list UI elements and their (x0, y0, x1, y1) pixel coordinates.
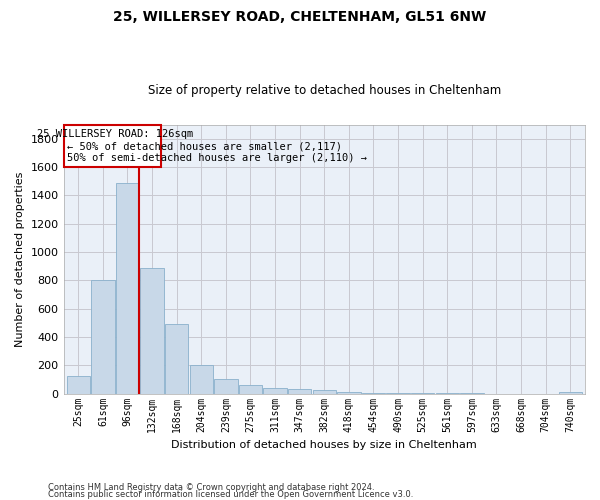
Bar (313, 390, 336, 394)
Bar (165, 324, 188, 394)
Bar (140, 268, 164, 394)
Text: 25, WILLERSEY ROAD, CHELTENHAM, GL51 6NW: 25, WILLERSEY ROAD, CHELTENHAM, GL51 6NW (113, 10, 487, 24)
Bar (239, 385, 262, 394)
Y-axis label: Number of detached properties: Number of detached properties (15, 172, 25, 347)
Bar (362, 393, 385, 394)
Bar (190, 364, 213, 394)
Bar (288, 389, 311, 394)
Text: Contains public sector information licensed under the Open Government Licence v3: Contains public sector information licen… (48, 490, 413, 499)
Text: 25 WILLERSEY ROAD: 126sqm: 25 WILLERSEY ROAD: 126sqm (37, 130, 193, 140)
Text: 50% of semi-detached houses are larger (2,110) →: 50% of semi-detached houses are larger (… (67, 153, 367, 163)
Bar (263, 388, 287, 394)
X-axis label: Distribution of detached houses by size in Cheltenham: Distribution of detached houses by size … (172, 440, 477, 450)
Bar (214, 379, 238, 394)
Bar (386, 393, 410, 394)
Bar (436, 393, 459, 394)
Text: Contains HM Land Registry data © Crown copyright and database right 2024.: Contains HM Land Registry data © Crown c… (48, 484, 374, 492)
Title: Size of property relative to detached houses in Cheltenham: Size of property relative to detached ho… (148, 84, 501, 97)
Bar (91, 280, 115, 394)
Text: ← 50% of detached houses are smaller (2,117): ← 50% of detached houses are smaller (2,… (67, 141, 342, 151)
FancyBboxPatch shape (64, 126, 161, 167)
Bar (460, 393, 484, 394)
Bar (337, 392, 361, 394)
Bar (67, 376, 90, 394)
Bar (116, 182, 139, 394)
Bar (559, 392, 582, 394)
Bar (411, 393, 434, 394)
